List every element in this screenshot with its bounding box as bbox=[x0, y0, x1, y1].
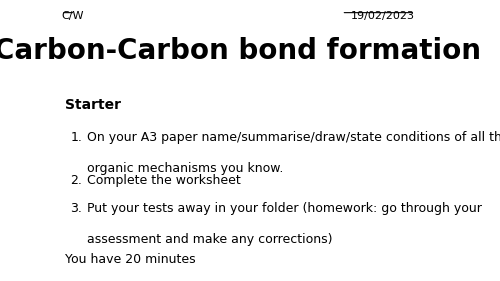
Text: Put your tests away in your folder (homework: go through your: Put your tests away in your folder (home… bbox=[88, 202, 482, 215]
Text: 19/02/2023: 19/02/2023 bbox=[351, 11, 415, 21]
Text: 2.: 2. bbox=[70, 174, 83, 187]
Text: 3.: 3. bbox=[70, 202, 83, 215]
Text: organic mechanisms you know.: organic mechanisms you know. bbox=[88, 162, 284, 175]
Text: Complete the worksheet: Complete the worksheet bbox=[88, 174, 241, 187]
Text: C/W: C/W bbox=[61, 11, 84, 21]
Text: assessment and make any corrections): assessment and make any corrections) bbox=[88, 233, 333, 246]
Text: On your A3 paper name/summarise/draw/state conditions of all the: On your A3 paper name/summarise/draw/sta… bbox=[88, 131, 500, 144]
Text: You have 20 minutes: You have 20 minutes bbox=[65, 253, 196, 266]
Text: Carbon-Carbon bond formation: Carbon-Carbon bond formation bbox=[0, 37, 482, 65]
Text: 1.: 1. bbox=[70, 131, 83, 144]
Text: Starter: Starter bbox=[65, 98, 121, 112]
